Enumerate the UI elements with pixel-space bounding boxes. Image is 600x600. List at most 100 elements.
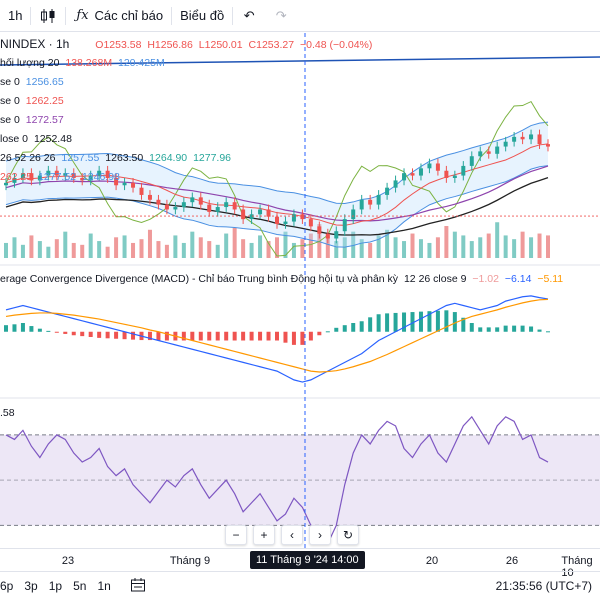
interval-button[interactable]: 1h [0, 0, 30, 32]
volume-bar [181, 242, 186, 258]
toolbar-divider [65, 6, 67, 25]
chart-area[interactable]: NINDEX · 1h O1253.58 H1256.86 L1250.01 C… [0, 33, 600, 548]
candle-body [529, 134, 534, 140]
volume-bar [54, 239, 59, 258]
candle-body [469, 156, 474, 166]
macd-histogram-bar [207, 331, 212, 341]
macd-histogram-bar [486, 327, 491, 332]
candle-body [486, 151, 491, 154]
function-icon: ƒx [76, 8, 89, 23]
macd-histogram-bar [29, 326, 34, 332]
zoom-in-button[interactable]: + [253, 525, 275, 545]
volume-bar [393, 237, 398, 258]
candle-body [258, 209, 263, 215]
macd-histogram-bar [80, 331, 85, 337]
chart-canvas[interactable] [0, 33, 600, 548]
ma1-value: 1256.65 [25, 76, 64, 88]
macd-histogram-bar [478, 327, 483, 332]
volume-bar [156, 241, 161, 258]
volume-bar [334, 241, 339, 258]
volume-bar [478, 237, 483, 258]
range-3p-button[interactable]: 3p [24, 579, 38, 593]
indicators-button[interactable]: ƒx Các chỉ báo [66, 0, 171, 32]
volume-bar [122, 235, 127, 258]
candlestick-icon [41, 8, 55, 23]
scroll-left-button[interactable]: ‹ [281, 525, 303, 545]
volume-bar [147, 229, 152, 258]
range-1p-button[interactable]: 1p [48, 579, 63, 593]
macd-histogram-bar [512, 325, 517, 332]
interval-label: 1h [8, 8, 23, 23]
macd-legend: erage Convergence Divergence (MACD) - Ch… [0, 273, 566, 285]
crosshair-time-label: 11 Tháng 9 '24 14:00 [250, 551, 365, 569]
volume-bar [520, 231, 525, 258]
macd-histogram-bar [37, 328, 42, 332]
volume-bar [207, 241, 212, 258]
chart-type-button[interactable]: Biểu đồ [172, 0, 232, 32]
candle-body [351, 209, 356, 220]
macd-histogram-bar [317, 331, 322, 336]
ohlc-open: O1253.58 [95, 39, 142, 51]
candle-body [461, 165, 466, 176]
volume-bar [105, 246, 110, 258]
nav-controls: − + ‹ › ↻ [225, 525, 359, 545]
volume-bar [20, 244, 25, 258]
ma2-label: se 0 [0, 95, 20, 107]
time-tick: Tháng 9 [169, 555, 211, 567]
bottom-bar: 6p 3p 1p 5n 1n 21:35:56 (UTC+7) [0, 571, 600, 600]
calendar-range-button[interactable] [130, 577, 146, 596]
volume-bar [283, 231, 288, 258]
volume-bar [224, 233, 229, 258]
minus-icon: − [232, 528, 240, 542]
volume-bar [435, 237, 440, 258]
redo-button[interactable]: ↷ [265, 0, 297, 32]
candle-body [444, 170, 449, 178]
ma4-legend: lose 0 1252.48 [0, 133, 75, 145]
range-5n-button[interactable]: 5n [73, 579, 87, 593]
macd-signal-line [5, 298, 549, 373]
volume-bar [164, 244, 169, 258]
ichimoku2-legend: 262.25 1277.52 1246.98 [0, 171, 123, 183]
volume-bar [190, 231, 195, 258]
range-1n-button[interactable]: 1n [97, 579, 111, 593]
volume-bar [418, 239, 423, 258]
bollinger-lower [5, 165, 549, 248]
candle-body [503, 141, 508, 147]
macd-histogram-bar [156, 331, 161, 341]
time-tick: 23 [61, 555, 75, 567]
candle-body [495, 146, 500, 154]
candle-body [37, 175, 42, 181]
indicators-label: Các chỉ báo [94, 8, 164, 23]
ma-purple-line [5, 165, 549, 222]
macd-histogram-bar [359, 321, 364, 332]
trend-line [0, 56, 600, 66]
macd-histogram-bar [131, 331, 136, 340]
volume-bar [46, 246, 51, 258]
candle-body [207, 204, 212, 212]
candle-body [241, 209, 246, 220]
reset-button[interactable]: ↻ [337, 525, 359, 545]
macd-value-1: −1.02 [472, 273, 499, 285]
undo-button[interactable]: ↶ [233, 0, 265, 32]
macd-histogram-bar [88, 331, 93, 337]
candle-body [181, 202, 186, 208]
toolbar-divider [232, 6, 234, 25]
candle-body [325, 233, 330, 239]
ichimoku-params: 26 52 26 26 [0, 152, 56, 164]
range-6p-button[interactable]: 6p [0, 579, 14, 593]
macd-histogram-bar [4, 325, 8, 332]
zoom-out-button[interactable]: − [225, 525, 247, 545]
macd-histogram-bar [410, 312, 415, 332]
time-axis[interactable]: 23 Tháng 9 20 26 Tháng 10 11 Tháng 9 '24… [0, 548, 600, 579]
macd-histogram-bar [122, 331, 127, 340]
macd-histogram-bar [385, 313, 390, 332]
ichimoku-lagging-line [5, 100, 549, 257]
candle-type-button[interactable] [31, 0, 65, 32]
volume-bar [385, 229, 390, 258]
volume-bar [469, 241, 474, 258]
ichimoku2-value-1: 1277.52 [38, 171, 77, 183]
scroll-right-button[interactable]: › [309, 525, 331, 545]
price-legend: NINDEX · 1h O1253.58 H1256.86 L1250.01 C… [0, 38, 375, 51]
candle-body [249, 214, 254, 220]
candle-body [20, 173, 25, 178]
